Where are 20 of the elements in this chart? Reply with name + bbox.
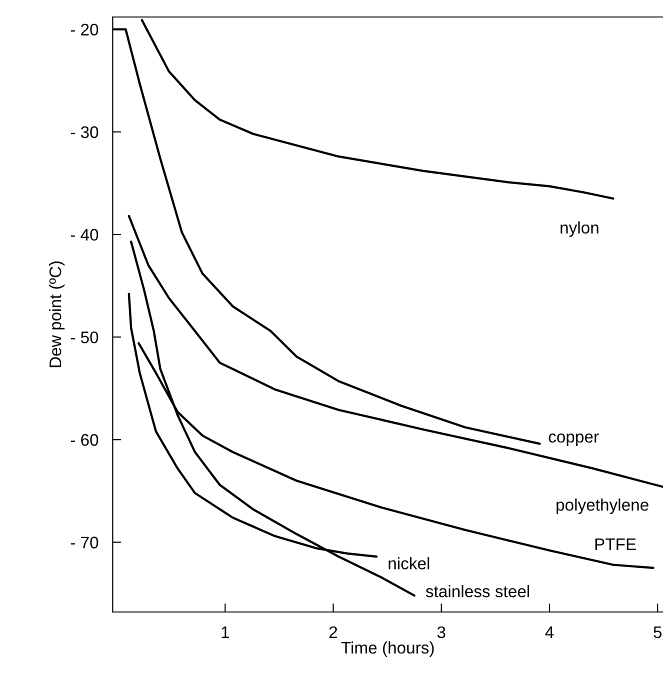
series-label: nylon: [560, 221, 598, 237]
x-tick-label: 1: [222, 626, 229, 638]
x-tick-label: 5: [654, 626, 662, 638]
series-label: copper: [548, 434, 599, 446]
x-tick-label: 3: [437, 626, 446, 638]
series-label: polyethylene: [556, 498, 648, 514]
y-tick-label: - 70: [70, 536, 98, 548]
x-tick-label: 4: [545, 626, 554, 638]
y-tick-label: - 20: [70, 24, 98, 36]
x-axis-title: Time (hours): [341, 641, 434, 657]
y-tick-label: - 60: [70, 434, 98, 446]
y-tick-label: - 30: [70, 126, 98, 138]
y-tick-label: - 40: [70, 228, 98, 241]
y-axis-title: Dew point (ºC): [49, 262, 65, 368]
line-series: [128, 214, 663, 488]
series-label: stainless steel: [426, 585, 530, 598]
series-label: PTFE: [595, 538, 636, 550]
y-tick-label: - 50: [70, 331, 98, 344]
series-label: nickel: [388, 557, 430, 570]
x-tick-label: 2: [329, 626, 338, 638]
